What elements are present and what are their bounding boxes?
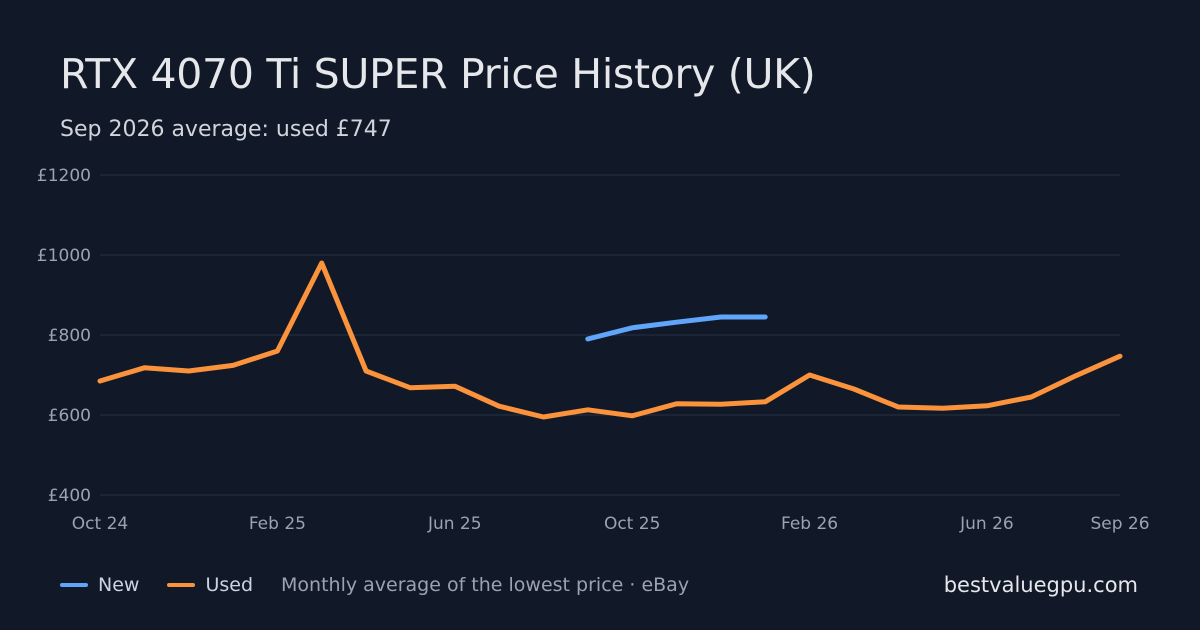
legend: New Used Monthly average of the lowest p… (60, 574, 689, 596)
brand-link[interactable]: bestvaluegpu.com (943, 573, 1138, 597)
y-tick-label: £1200 (37, 166, 91, 186)
y-tick-label: £800 (48, 326, 91, 346)
x-tick-label: Feb 26 (781, 514, 838, 534)
legend-swatch-new (60, 583, 88, 587)
series-line-used (97, 260, 1123, 420)
legend-label-new: New (98, 574, 140, 596)
series-lines (97, 260, 1123, 420)
x-tick-label: Sep 26 (1090, 514, 1149, 534)
chart-title: RTX 4070 Ti SUPER Price History (UK) (60, 50, 816, 98)
legend-item-used[interactable]: Used (167, 574, 253, 596)
x-tick-label: Feb 25 (249, 514, 306, 534)
x-tick-label: Jun 25 (427, 514, 482, 534)
series-line-new (585, 314, 768, 342)
legend-swatch-used (167, 583, 196, 587)
chart-subtitle: Sep 2026 average: used £747 (60, 117, 392, 142)
y-axis-ticks: £400 £600 £800 £1000 £1200 (37, 166, 91, 506)
y-tick-label: £600 (48, 406, 91, 426)
x-axis-ticks: Oct 24 Feb 25 Jun 25 Oct 25 Feb 26 Jun 26 Sep … (72, 514, 1150, 534)
x-tick-label: Jun 26 (959, 514, 1014, 534)
x-tick-label: Oct 25 (604, 514, 660, 534)
y-tick-label: £400 (48, 486, 91, 506)
y-tick-label: £1000 (37, 246, 91, 266)
x-tick-label: Oct 24 (72, 514, 128, 534)
legend-label-used: Used (205, 574, 254, 596)
legend-item-new[interactable]: New (60, 574, 139, 596)
legend-note: Monthly average of the lowest price · eB… (281, 574, 690, 596)
